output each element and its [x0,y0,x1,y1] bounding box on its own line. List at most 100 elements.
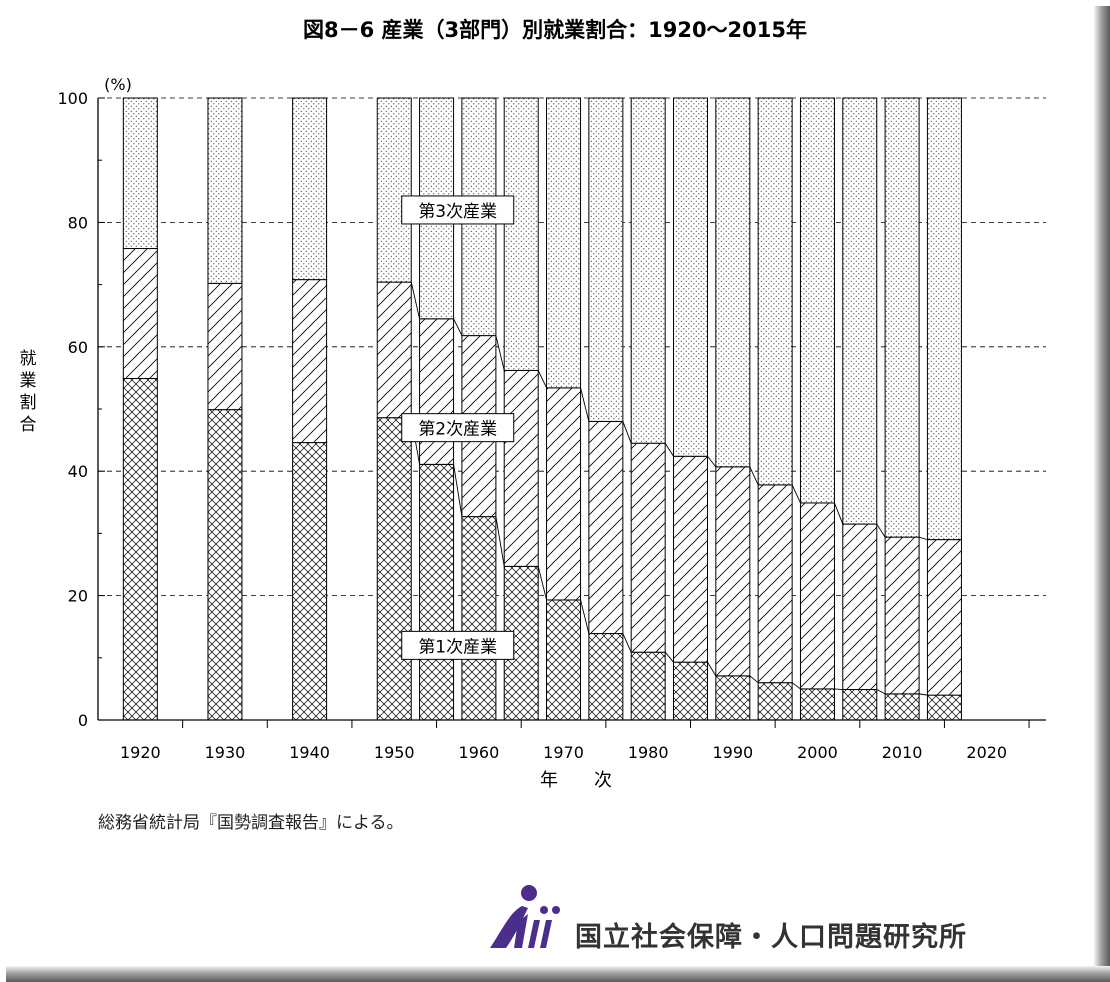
bar-segment-3 [715,97,751,468]
connector-line [495,516,505,567]
bar-segment-1 [546,599,582,721]
bar-segment-2 [630,442,666,653]
x-tick-label: 1990 [712,743,753,762]
bar-segment-2 [926,539,962,696]
bar-segment-3 [376,97,412,283]
bar-segment-3 [292,97,328,281]
connector-line [664,651,674,663]
connector-line [580,387,590,422]
bar-segment-1 [757,682,793,721]
bar-segment-2 [376,281,412,419]
bar-segment-1 [588,633,624,721]
bar-segment-1 [926,694,962,721]
bar-segment-3 [673,97,708,457]
connector-line [918,536,928,541]
x-axis-label: 年 次 [540,770,612,791]
connector-line [876,689,886,695]
x-tick-label: 2010 [882,743,923,762]
x-tick-label: 1970 [543,743,584,762]
y-tick-label: 0 [78,711,88,730]
connector-line [707,661,717,677]
source-note: 総務省統計局『国勢調査報告』による。 [98,813,404,833]
bar-segment-3 [926,97,962,541]
bar-segment-2 [715,466,751,677]
axes: 0 20 40 60 80 100 (%) 就業割合 1920 1930 1940 1950 1960 1… [20,75,1046,791]
bar-segment-2 [207,282,243,411]
bars [122,97,962,721]
x-tick-label: 1980 [628,743,669,762]
bar-segment-1 [292,442,328,721]
y-unit-label: (%) [104,75,132,94]
connector-lines [410,282,928,696]
bar-segment-3 [207,97,243,284]
connector-line [707,455,717,468]
x-tick-label: 1930 [205,743,246,762]
bar-segment-2 [757,484,793,684]
bar-segment-2 [419,318,455,465]
series-label-2: 第2次産業 [418,420,497,440]
series-label-box-3 [401,195,515,225]
bar-segment-2 [884,536,920,695]
connector-line [749,466,759,486]
series-labels: 第1次産業 第2次産業 第3次産業 [401,195,515,660]
logo-text: 国立社会保障・人口問題研究所 [575,922,967,953]
series-label-1: 第1次産業 [418,637,497,657]
bar-segment-1 [842,689,878,721]
connector-line [537,566,547,601]
bar-segment-1 [419,463,455,721]
connector-line [791,484,801,504]
connector-line [537,370,547,389]
chart-title: 図8－6 産業（3部門）別就業割合：1920～2015年 [302,18,808,42]
connector-line [876,523,886,538]
series-label-box-2 [401,413,515,443]
bar-segment-1 [207,409,243,721]
series-label-box-1 [401,630,515,660]
connector-line [453,318,463,336]
connector-line [410,282,421,319]
x-tick-label: 1950 [374,743,415,762]
x-tick-label: 1940 [289,743,330,762]
bar-segment-2 [799,502,835,690]
y-tick-label: 80 [68,213,88,232]
y-tick-label: 40 [68,462,88,481]
bar-segment-1 [122,378,158,721]
y-axis-label: 就業割合 [20,349,37,435]
y-tick-label: 100 [57,89,88,108]
bar-segment-1 [884,693,920,721]
bar-segment-3 [884,97,920,538]
bar-segment-2 [673,455,708,663]
bar-segment-2 [842,523,878,691]
bar-segment-2 [546,387,582,601]
bar-segment-2 [292,279,328,444]
connector-line [453,464,463,517]
bar-segment-3 [546,97,582,389]
x-tick-label: 2020 [966,743,1007,762]
series-label-3: 第3次産業 [418,202,497,222]
bar-segment-3 [122,97,158,250]
ipss-logo-icon [490,885,560,948]
y-tick-label: 60 [68,338,88,357]
x-tick-label: 2000 [797,743,838,762]
bar-segment-1 [799,688,835,721]
bar-segment-1 [673,661,708,721]
x-tick-label: 1920 [120,743,161,762]
connector-line [580,599,590,634]
bar-segment-2 [588,420,624,635]
stacked-bar-chart: 0 20 40 60 80 100 (%) 就業割合 1920 1930 1940 1950 1960 1… [20,75,1046,791]
connector-line [664,442,674,457]
connector-line [622,421,632,444]
connector-line [919,693,928,696]
bar-segment-3 [588,97,624,422]
connector-line [622,633,632,653]
connector-line [834,502,844,525]
bar-segment-1 [376,417,412,721]
bar-segment-3 [503,97,539,371]
bar-segment-3 [630,97,666,444]
bar-segment-1 [461,516,497,721]
bar-segment-3 [842,97,878,525]
bar-segment-3 [757,97,793,486]
y-tick-label: 20 [68,587,88,606]
bar-segment-2 [122,248,158,380]
connector-line [749,675,759,684]
